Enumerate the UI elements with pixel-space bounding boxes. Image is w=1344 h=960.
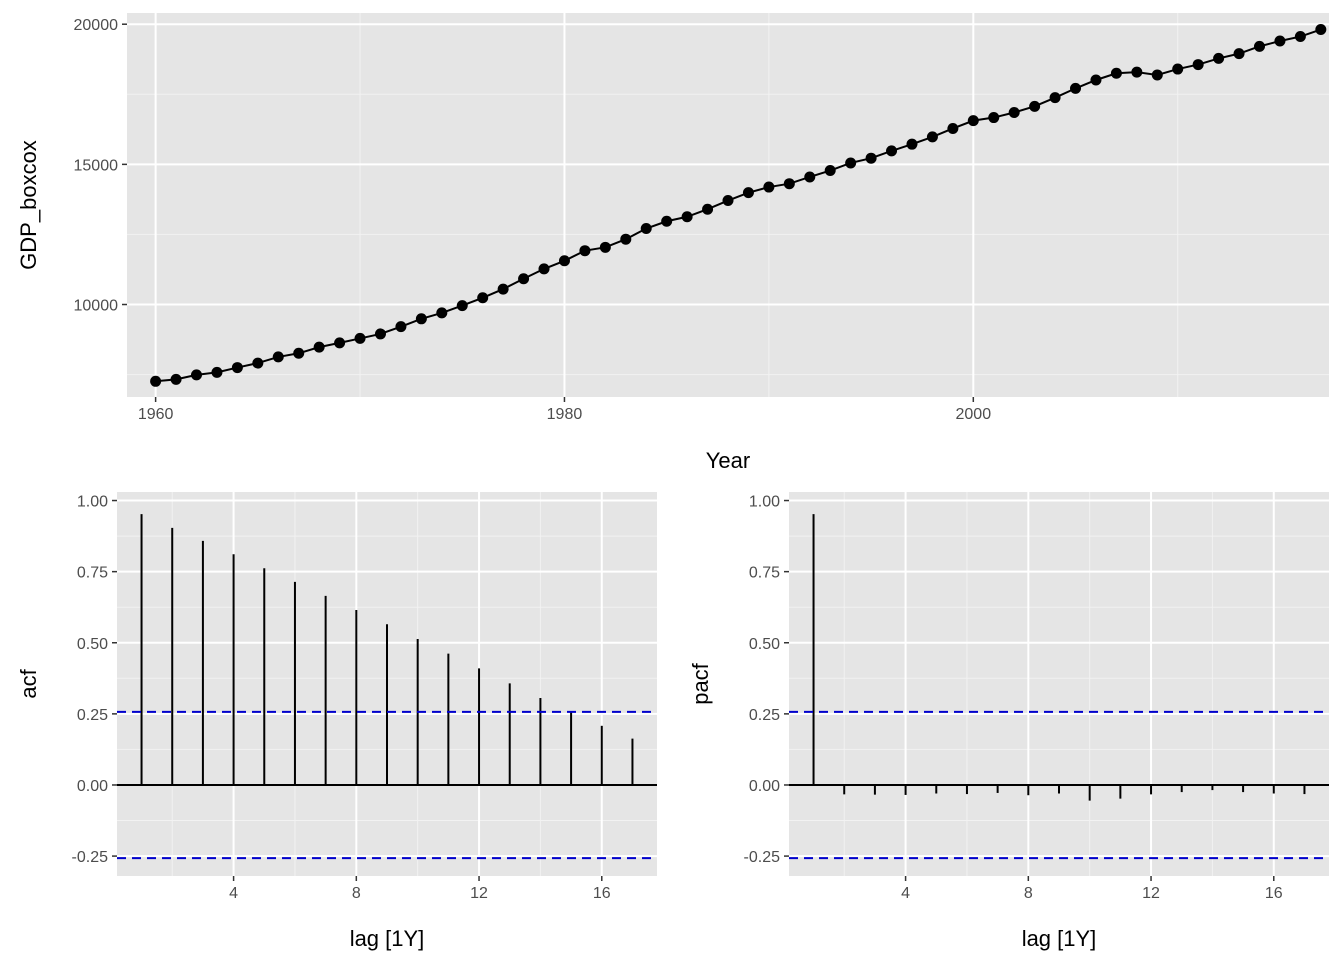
x-axis-title: lag [1Y] [350,926,425,951]
data-point [886,145,898,157]
x-tick-label: 1960 [138,406,174,423]
y-tick-label: 1.00 [77,494,108,511]
data-point [558,255,570,267]
x-tick-label: 16 [593,885,611,902]
data-point [783,178,795,190]
y-tick-label: 0.50 [749,636,780,653]
gdp-boxcox-time-plot: 1960 1980 2000 10000 15000 20000 Year GDP_boxco… [16,13,1329,473]
data-point [1008,107,1020,119]
acf-plot: 4 8 12 16 -0.25 0.00 0.25 0.50 0.75 1.00 lag [1Y] a… [16,492,657,951]
data-point [1131,66,1143,78]
panel-background [789,492,1329,876]
data-point [518,273,530,285]
data-point [456,300,468,312]
data-point [599,241,611,253]
data-point [293,347,305,359]
data-point [1172,63,1184,75]
data-point [742,187,754,199]
data-point [763,181,775,193]
data-point [1233,48,1245,60]
data-point [824,165,836,177]
y-axis-title: pacf [688,662,713,704]
y-tick-label: -0.25 [72,849,109,866]
y-tick-label: 20000 [74,17,119,34]
series-line [155,28,1322,383]
y-tick-label: 0.00 [77,778,108,795]
x-tick-label: 2000 [956,406,992,423]
data-point [620,233,632,245]
data-point [906,138,918,150]
data-point [1274,35,1286,47]
x-tick-label: 16 [1265,885,1283,902]
x-tick-label: 8 [352,885,361,902]
data-point [1151,69,1163,81]
data-point [374,328,386,340]
y-tick-label: 1.00 [749,494,780,511]
data-point [681,211,693,223]
y-tick-label: 0.50 [77,636,108,653]
data-point [1192,59,1204,71]
data-point [272,351,284,363]
x-tick-label: 4 [229,885,238,902]
x-tick-label: 12 [470,885,488,902]
x-tick-label: 8 [1024,885,1033,902]
data-point [231,362,243,374]
x-axis-title: Year [706,448,750,473]
x-tick-label: 12 [1142,885,1160,902]
data-point [722,195,734,207]
data-point [313,341,325,353]
y-tick-label: 0.75 [77,565,108,582]
data-point [947,122,959,134]
data-point [1070,82,1082,94]
data-point [170,373,182,385]
data-point [1029,100,1041,112]
y-axis-title: GDP_boxcox [16,140,41,270]
data-point [1213,52,1225,64]
data-point [967,115,979,127]
data-point [988,112,1000,124]
y-tick-label: 10000 [74,298,119,315]
y-tick-label: 0.00 [749,778,780,795]
y-tick-label: 15000 [74,157,119,174]
data-point [538,263,550,275]
data-point [1253,40,1265,52]
y-axis-title: acf [16,668,41,698]
pacf-plot: 4 8 12 16 -0.25 0.00 0.25 0.50 0.75 1.00 lag [1Y] p… [688,492,1329,951]
x-tick-label: 1980 [547,406,583,423]
data-point [395,321,407,333]
data-point [1294,31,1306,43]
data-point [702,203,714,215]
data-point [1090,74,1102,86]
data-point [1110,67,1122,79]
data-point [334,337,346,349]
data-point [211,366,223,378]
y-tick-label: 0.75 [749,565,780,582]
data-point [497,283,509,295]
data-point [150,375,162,387]
data-point [926,131,938,143]
data-point [354,332,366,344]
data-point [1049,92,1061,104]
data-point [661,215,673,227]
y-tick-label: -0.25 [744,849,781,866]
data-point [579,245,591,257]
data-point [191,369,203,381]
data-point [415,313,427,325]
data-point [252,357,264,369]
data-point [845,157,857,169]
data-point [640,223,652,235]
y-tick-label: 0.25 [749,707,780,724]
data-point [436,307,448,319]
data-point [477,292,489,304]
x-tick-label: 4 [901,885,910,902]
y-tick-label: 0.25 [77,707,108,724]
data-point [1315,24,1327,36]
data-point [865,152,877,164]
x-axis-title: lag [1Y] [1022,926,1097,951]
data-point [804,171,816,183]
